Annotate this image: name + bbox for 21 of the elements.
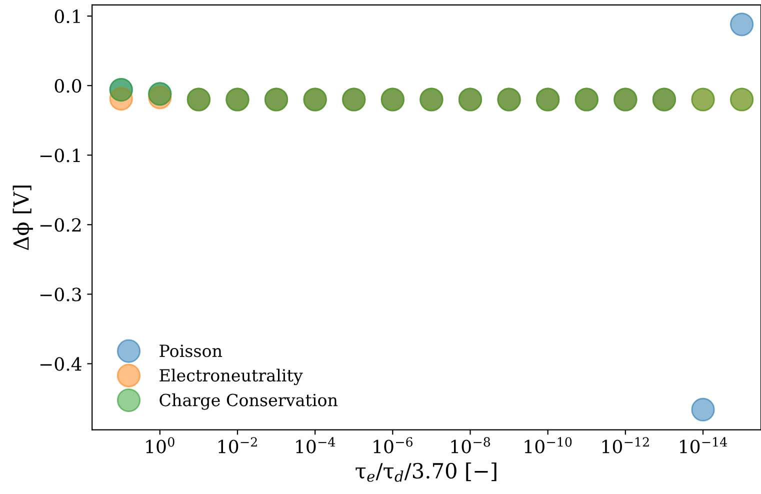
x-tick-label: 10$^{−12}$ <box>602 437 649 454</box>
legend-label: Poisson <box>160 344 222 358</box>
x-tick-label: 10$^{−6}$ <box>374 437 413 454</box>
x-tick-label: 10$^{−2}$ <box>218 437 257 454</box>
y-tick-label: 0.0 <box>54 79 82 93</box>
point <box>691 398 715 422</box>
point <box>730 12 754 36</box>
y-tick-label: −0.1 <box>40 148 80 162</box>
y-axis-title: Δϕ [V] <box>12 186 33 250</box>
legend-label: Electroneutrality <box>160 368 303 386</box>
y-tick-label: −0.2 <box>40 218 81 232</box>
x-tick-label: 10$^{−8}$ <box>451 437 490 454</box>
y-tick-label: −0.3 <box>40 288 82 302</box>
legend-label: Charge Conservation <box>160 393 338 410</box>
y-tick-label: −0.4 <box>40 357 82 371</box>
x-tick-label: 10$^{−14}$ <box>680 437 727 454</box>
x-tick-label: 10$^{−10}$ <box>524 437 572 454</box>
x-axis-title: τ$_{e}$/τ$_{d}$/3.70 [−] <box>356 462 496 482</box>
x-tick-label: 10$^{0}$ <box>146 437 174 454</box>
y-tick-label: 0.1 <box>54 10 80 24</box>
x-tick-label: 10$^{−4}$ <box>296 437 336 454</box>
